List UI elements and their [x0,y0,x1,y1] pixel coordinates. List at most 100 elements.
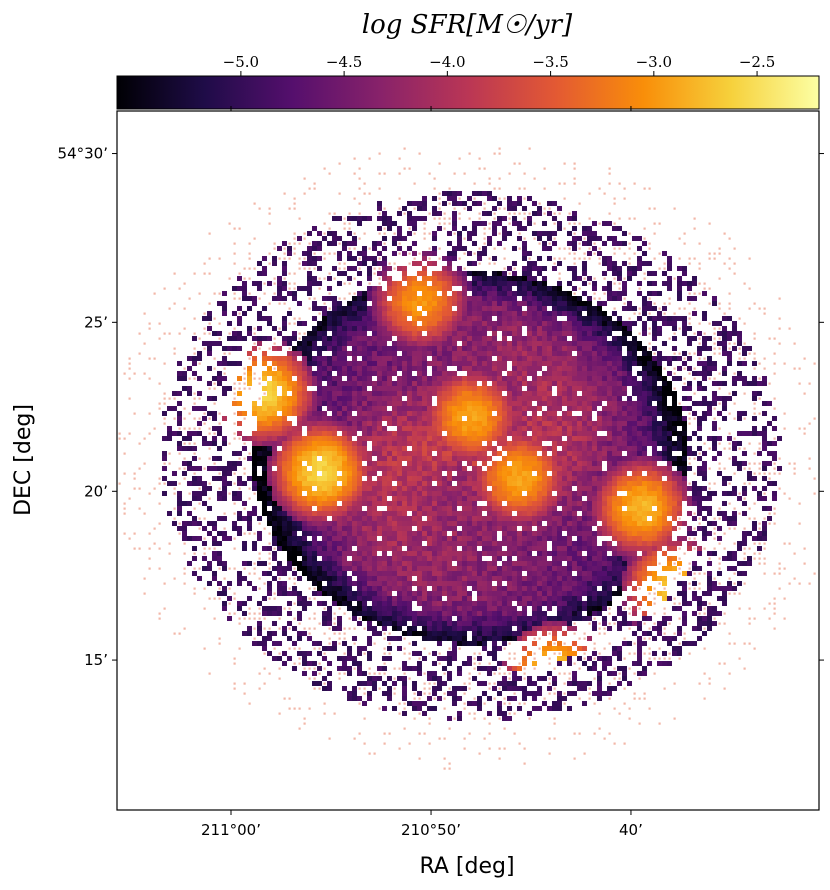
sfr-pixel [572,401,577,406]
sfr-pixel [292,476,297,481]
sfr-pixel [647,366,652,371]
sfr-pixel [672,336,677,341]
sfr-pixel [337,406,342,411]
sfr-pixel [507,266,512,271]
sfr-pixel [542,341,547,346]
sfr-pixel [702,396,707,401]
sfr-pixel [372,246,377,251]
sfr-pixel [478,157,481,160]
sfr-pixel [642,351,647,356]
sfr-pixel [427,436,432,441]
sfr-pixel [772,416,777,421]
sfr-pixel [342,466,347,471]
sfr-pixel [462,476,467,481]
sfr-pixel [762,381,767,386]
sfr-pixel [332,331,337,336]
sfr-pixel [552,366,557,371]
sfr-pixel [352,306,357,311]
sfr-pixel [568,252,571,255]
sfr-pixel [427,326,432,331]
sfr-pixel [482,446,487,451]
sfr-pixel [377,466,382,471]
sfr-pixel [557,481,562,486]
sfr-pixel [347,241,352,246]
sfr-pixel [657,371,662,376]
sfr-pixel [397,346,402,351]
sfr-pixel [707,411,712,416]
sfr-pixel [273,337,276,340]
sfr-pixel [322,401,327,406]
sfr-pixel [547,246,552,251]
sfr-pixel [427,451,432,456]
sfr-pixel [412,491,417,496]
sfr-pixel [407,201,412,206]
sfr-pixel [267,401,272,406]
sfr-pixel [532,296,537,301]
sfr-pixel [632,236,637,241]
sfr-pixel [687,486,692,491]
sfr-pixel [243,472,246,475]
sfr-pixel [372,466,377,471]
sfr-pixel [427,276,432,281]
sfr-pixel [577,476,582,481]
sfr-pixel [557,346,562,351]
sfr-pixel [313,252,316,255]
sfr-pixel [607,221,612,226]
sfr-pixel [662,396,667,401]
sfr-pixel [517,381,522,386]
sfr-pixel [288,242,291,245]
sfr-pixel [722,346,727,351]
sfr-pixel [222,346,227,351]
sfr-pixel [447,406,452,411]
sfr-pixel [292,456,297,461]
sfr-pixel [537,231,542,236]
sfr-pixel [432,296,437,301]
sfr-pixel [392,351,397,356]
sfr-pixel [252,441,257,446]
sfr-pixel [602,396,607,401]
sfr-pixel [672,356,677,361]
sfr-pixel [477,256,482,261]
sfr-pixel [317,451,322,456]
sfr-pixel [282,296,287,301]
sfr-pixel [242,446,247,451]
sfr-pixel [487,436,492,441]
sfr-pixel [607,291,612,296]
sfr-pixel [713,407,716,410]
sfr-pixel [557,476,562,481]
sfr-pixel [217,301,222,306]
sfr-pixel [572,476,577,481]
sfr-pixel [412,386,417,391]
sfr-pixel [567,371,572,376]
sfr-pixel [427,411,432,416]
sfr-pixel [442,496,447,501]
sfr-pixel [267,396,272,401]
sfr-pixel [407,301,412,306]
sfr-pixel [467,321,472,326]
sfr-pixel [417,421,422,426]
sfr-pixel [537,366,542,371]
sfr-pixel [282,486,287,491]
sfr-pixel [753,412,756,415]
sfr-pixel [532,261,537,266]
sfr-pixel [682,476,687,481]
sfr-pixel [552,341,557,346]
sfr-pixel [562,416,567,421]
sfr-pixel [452,276,457,281]
sfr-pixel [768,337,771,340]
sfr-pixel [412,396,417,401]
sfr-pixel [582,371,587,376]
sfr-pixel [402,486,407,491]
sfr-pixel [317,491,322,496]
sfr-pixel [697,331,702,336]
sfr-pixel [427,391,432,396]
sfr-pixel [277,421,282,426]
sfr-pixel [347,466,352,471]
sfr-pixel [682,331,687,336]
sfr-pixel [292,451,297,456]
sfr-pixel [562,401,567,406]
sfr-pixel [412,481,417,486]
sfr-pixel [193,452,196,455]
sfr-pixel [597,411,602,416]
sfr-pixel [247,306,252,311]
